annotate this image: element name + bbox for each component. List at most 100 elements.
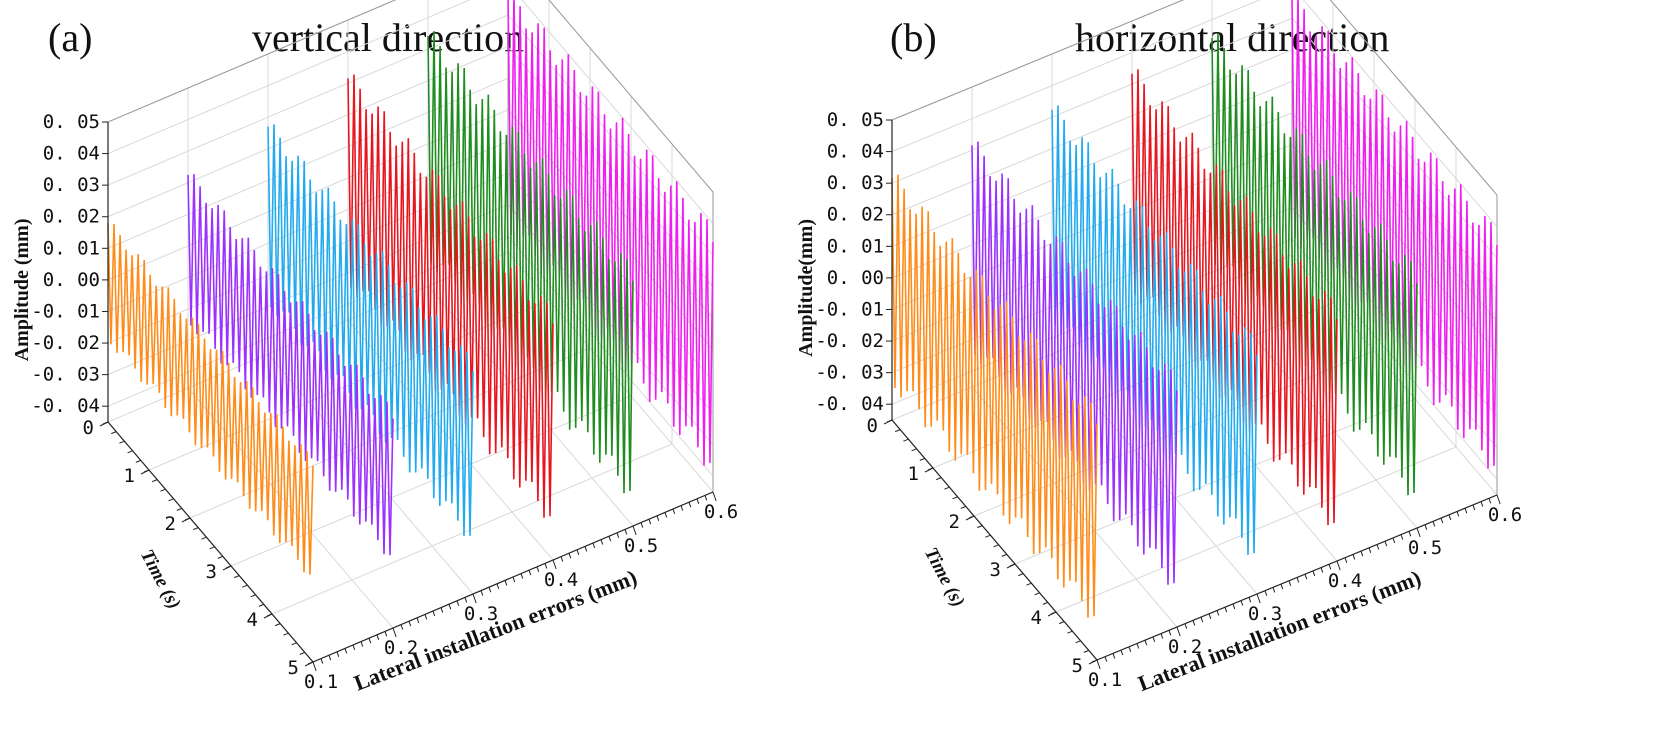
lateral-tick xyxy=(352,644,356,651)
lateral-tick xyxy=(1312,570,1316,577)
lateral-tick xyxy=(1336,560,1341,571)
lateral-tick-label: 0.4 xyxy=(544,569,578,591)
amplitude-tick-label: 0. 00 xyxy=(43,269,100,291)
lateral-tick xyxy=(1416,527,1421,538)
time-minor-tick xyxy=(258,603,264,607)
lateral-tick-label: 0.6 xyxy=(1488,504,1522,526)
series-0.3-waveform xyxy=(267,124,474,537)
lateral-tick xyxy=(464,597,468,603)
lateral-tick xyxy=(1272,587,1276,593)
lateral-tick xyxy=(1432,521,1436,527)
time-minor-tick xyxy=(1083,649,1089,653)
amplitude-tick-label: -0. 03 xyxy=(815,362,884,384)
amplitude-tick-label: -0. 01 xyxy=(815,298,884,320)
time-tick-label: 1 xyxy=(908,463,919,485)
amplitude-tick-label: 0. 01 xyxy=(827,235,884,257)
lateral-tick xyxy=(1288,580,1292,586)
panel-a-title: vertical direction xyxy=(252,15,525,60)
time-tick-label: 1 xyxy=(124,465,135,487)
time-tick-label: 0 xyxy=(867,415,878,437)
lateral-tick xyxy=(1360,550,1364,557)
lateral-tick xyxy=(608,536,612,542)
lateral-tick xyxy=(392,627,397,638)
lateral-tick xyxy=(512,576,516,583)
lateral-tick xyxy=(496,583,500,589)
lateral-tick xyxy=(1448,514,1452,520)
lateral-tick xyxy=(424,614,428,620)
lateral-tick xyxy=(376,634,380,640)
time-tick-label: 2 xyxy=(165,513,176,535)
lateral-tick-label: 0.1 xyxy=(304,671,338,693)
lateral-tick xyxy=(632,525,637,536)
lateral-tick xyxy=(520,573,524,579)
time-minor-tick xyxy=(1009,563,1016,567)
time-minor-tick xyxy=(903,438,909,442)
lateral-tick-label: 0.6 xyxy=(704,501,738,523)
lateral-tick xyxy=(1304,574,1308,580)
lateral-tick xyxy=(576,549,580,555)
lateral-tick xyxy=(1208,613,1212,619)
lateral-tick xyxy=(560,556,564,562)
time-tick-label: 2 xyxy=(949,511,960,533)
time-minor-tick xyxy=(102,421,109,425)
lateral-tick xyxy=(1328,564,1332,570)
time-minor-tick xyxy=(111,431,117,435)
lateral-tick xyxy=(488,587,492,593)
lateral-tick xyxy=(480,590,484,596)
lateral-tick xyxy=(456,600,460,606)
lateral-tick xyxy=(648,519,652,525)
time-tick-label: 4 xyxy=(1031,607,1042,629)
lateral-tick xyxy=(1368,547,1372,553)
time-minor-tick xyxy=(119,440,125,444)
time-minor-tick xyxy=(152,479,158,483)
time-minor-tick xyxy=(193,527,199,531)
lateral-tick xyxy=(1096,659,1101,670)
lateral-tick xyxy=(1376,544,1380,550)
time-minor-tick xyxy=(911,448,917,452)
time-minor-tick xyxy=(1091,659,1098,663)
amplitude-tick-label: -0. 04 xyxy=(815,393,884,415)
lateral-tick xyxy=(1464,508,1468,514)
lateral-tick xyxy=(1456,511,1460,517)
amplitude-tick-label: -0. 04 xyxy=(31,395,100,417)
floor-gridline-t xyxy=(1055,446,1457,613)
lateral-tick xyxy=(1256,593,1261,604)
time-minor-tick xyxy=(283,632,289,636)
lateral-tick-label: 0.4 xyxy=(1328,570,1362,592)
lateral-tick xyxy=(504,580,508,586)
panel-b-label: (b) xyxy=(890,15,937,60)
lateral-tick xyxy=(680,505,684,511)
lateral-tick xyxy=(344,648,348,654)
floor-gridline-t xyxy=(271,443,673,615)
time-minor-tick xyxy=(927,467,934,471)
time-minor-tick xyxy=(127,450,133,454)
time-minor-tick xyxy=(919,457,925,461)
lateral-tick xyxy=(584,546,588,552)
time-minor-tick xyxy=(135,459,141,463)
lateral-tick xyxy=(672,508,676,515)
lateral-tick xyxy=(336,651,340,657)
time-minor-tick xyxy=(160,488,166,492)
lateral-tick xyxy=(1472,504,1476,511)
lateral-tick xyxy=(664,512,668,518)
lateral-tick xyxy=(1176,626,1181,637)
time-minor-tick xyxy=(960,505,966,509)
lateral-tick xyxy=(544,563,548,569)
time-minor-tick xyxy=(184,517,191,521)
lateral-tick xyxy=(592,542,596,549)
lateral-tick xyxy=(1392,537,1396,544)
lateral-tick-label: 0.1 xyxy=(1088,669,1122,691)
time-minor-tick xyxy=(201,536,207,540)
time-minor-tick xyxy=(266,613,273,617)
time-minor-tick xyxy=(936,477,942,481)
time-minor-tick xyxy=(1042,601,1048,605)
time-tick-label: 5 xyxy=(288,657,299,679)
time-axis-label: Time (s) xyxy=(920,544,969,611)
lateral-tick-label: 0.3 xyxy=(464,603,498,625)
time-axis-label: Time (s) xyxy=(136,546,185,613)
time-minor-tick xyxy=(168,498,174,502)
lateral-tick xyxy=(1136,643,1140,649)
time-minor-tick xyxy=(307,661,314,665)
lateral-tick-label: 0.2 xyxy=(384,637,418,659)
lateral-tick xyxy=(1224,607,1228,613)
